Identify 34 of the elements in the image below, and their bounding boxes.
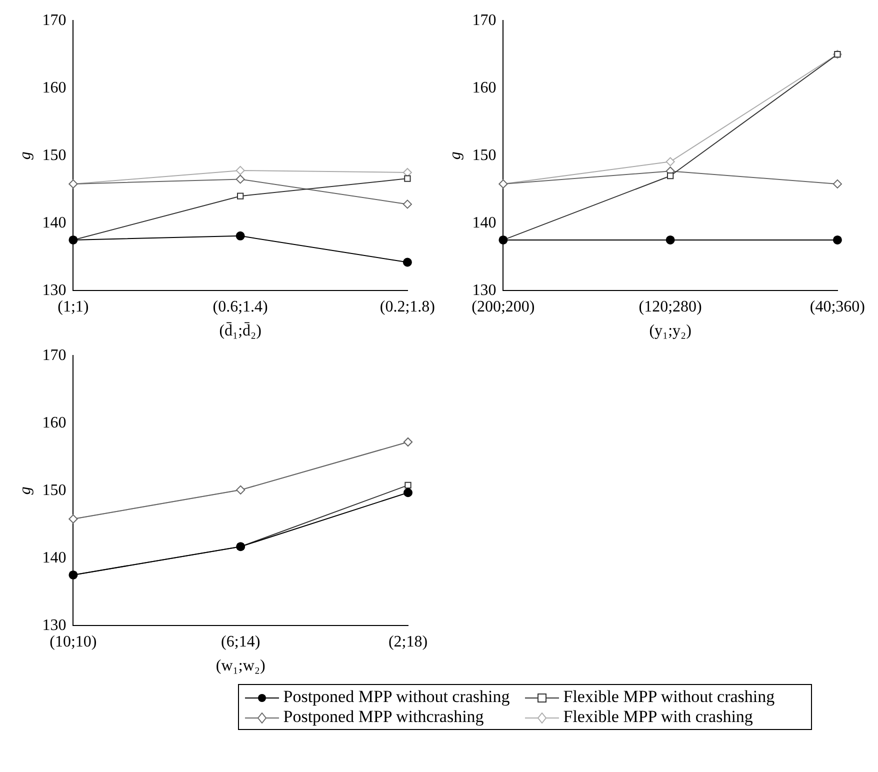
x-tick-label: (1;1) bbox=[58, 298, 89, 316]
x-tick-label: (120;280) bbox=[638, 298, 702, 316]
y-axis-title: g bbox=[16, 152, 34, 160]
y-tick-label: 130 bbox=[42, 282, 66, 299]
x-axis-title: (w₁;w₂) bbox=[216, 658, 266, 675]
x-axis-title: (y₁;y₂) bbox=[649, 322, 692, 340]
y-tick-label: 130 bbox=[472, 282, 496, 299]
y-axis-title: g bbox=[16, 486, 34, 495]
y-tick-label: 130 bbox=[42, 616, 66, 634]
y-tick-label: 150 bbox=[42, 482, 66, 499]
legend-label: Flexible MPP with crashing bbox=[563, 707, 753, 726]
y-axis-title: g bbox=[446, 152, 464, 160]
x-tick-label: (2;18) bbox=[388, 633, 428, 650]
x-tick-label: (0.6;1.4) bbox=[212, 298, 268, 316]
y-tick-label: 150 bbox=[472, 146, 496, 164]
legend-label: Postponed MPP withcrashing bbox=[283, 707, 484, 726]
legend-label: Postponed MPP without crashing bbox=[283, 687, 510, 706]
y-tick-label: 170 bbox=[42, 346, 66, 364]
y-tick-label: 170 bbox=[42, 12, 66, 29]
x-tick-label: (40;360) bbox=[810, 298, 866, 316]
x-tick-label: (10;10) bbox=[50, 633, 97, 650]
y-tick-label: 160 bbox=[472, 79, 496, 96]
y-tick-label: 140 bbox=[42, 549, 66, 566]
y-tick-label: 160 bbox=[42, 414, 66, 432]
y-tick-label: 170 bbox=[472, 12, 496, 29]
y-tick-label: 140 bbox=[472, 214, 496, 232]
legend-label: Flexible MPP without crashing bbox=[563, 687, 775, 706]
x-axis-title: (d̄₁;d̄₂) bbox=[219, 322, 262, 340]
y-tick-label: 150 bbox=[42, 146, 66, 164]
y-tick-label: 160 bbox=[42, 79, 66, 96]
x-tick-label: (0.2;1.8) bbox=[380, 298, 436, 316]
x-tick-label: (200;200) bbox=[472, 298, 535, 316]
x-tick-label: (6;14) bbox=[221, 633, 260, 650]
y-tick-label: 140 bbox=[42, 214, 66, 232]
